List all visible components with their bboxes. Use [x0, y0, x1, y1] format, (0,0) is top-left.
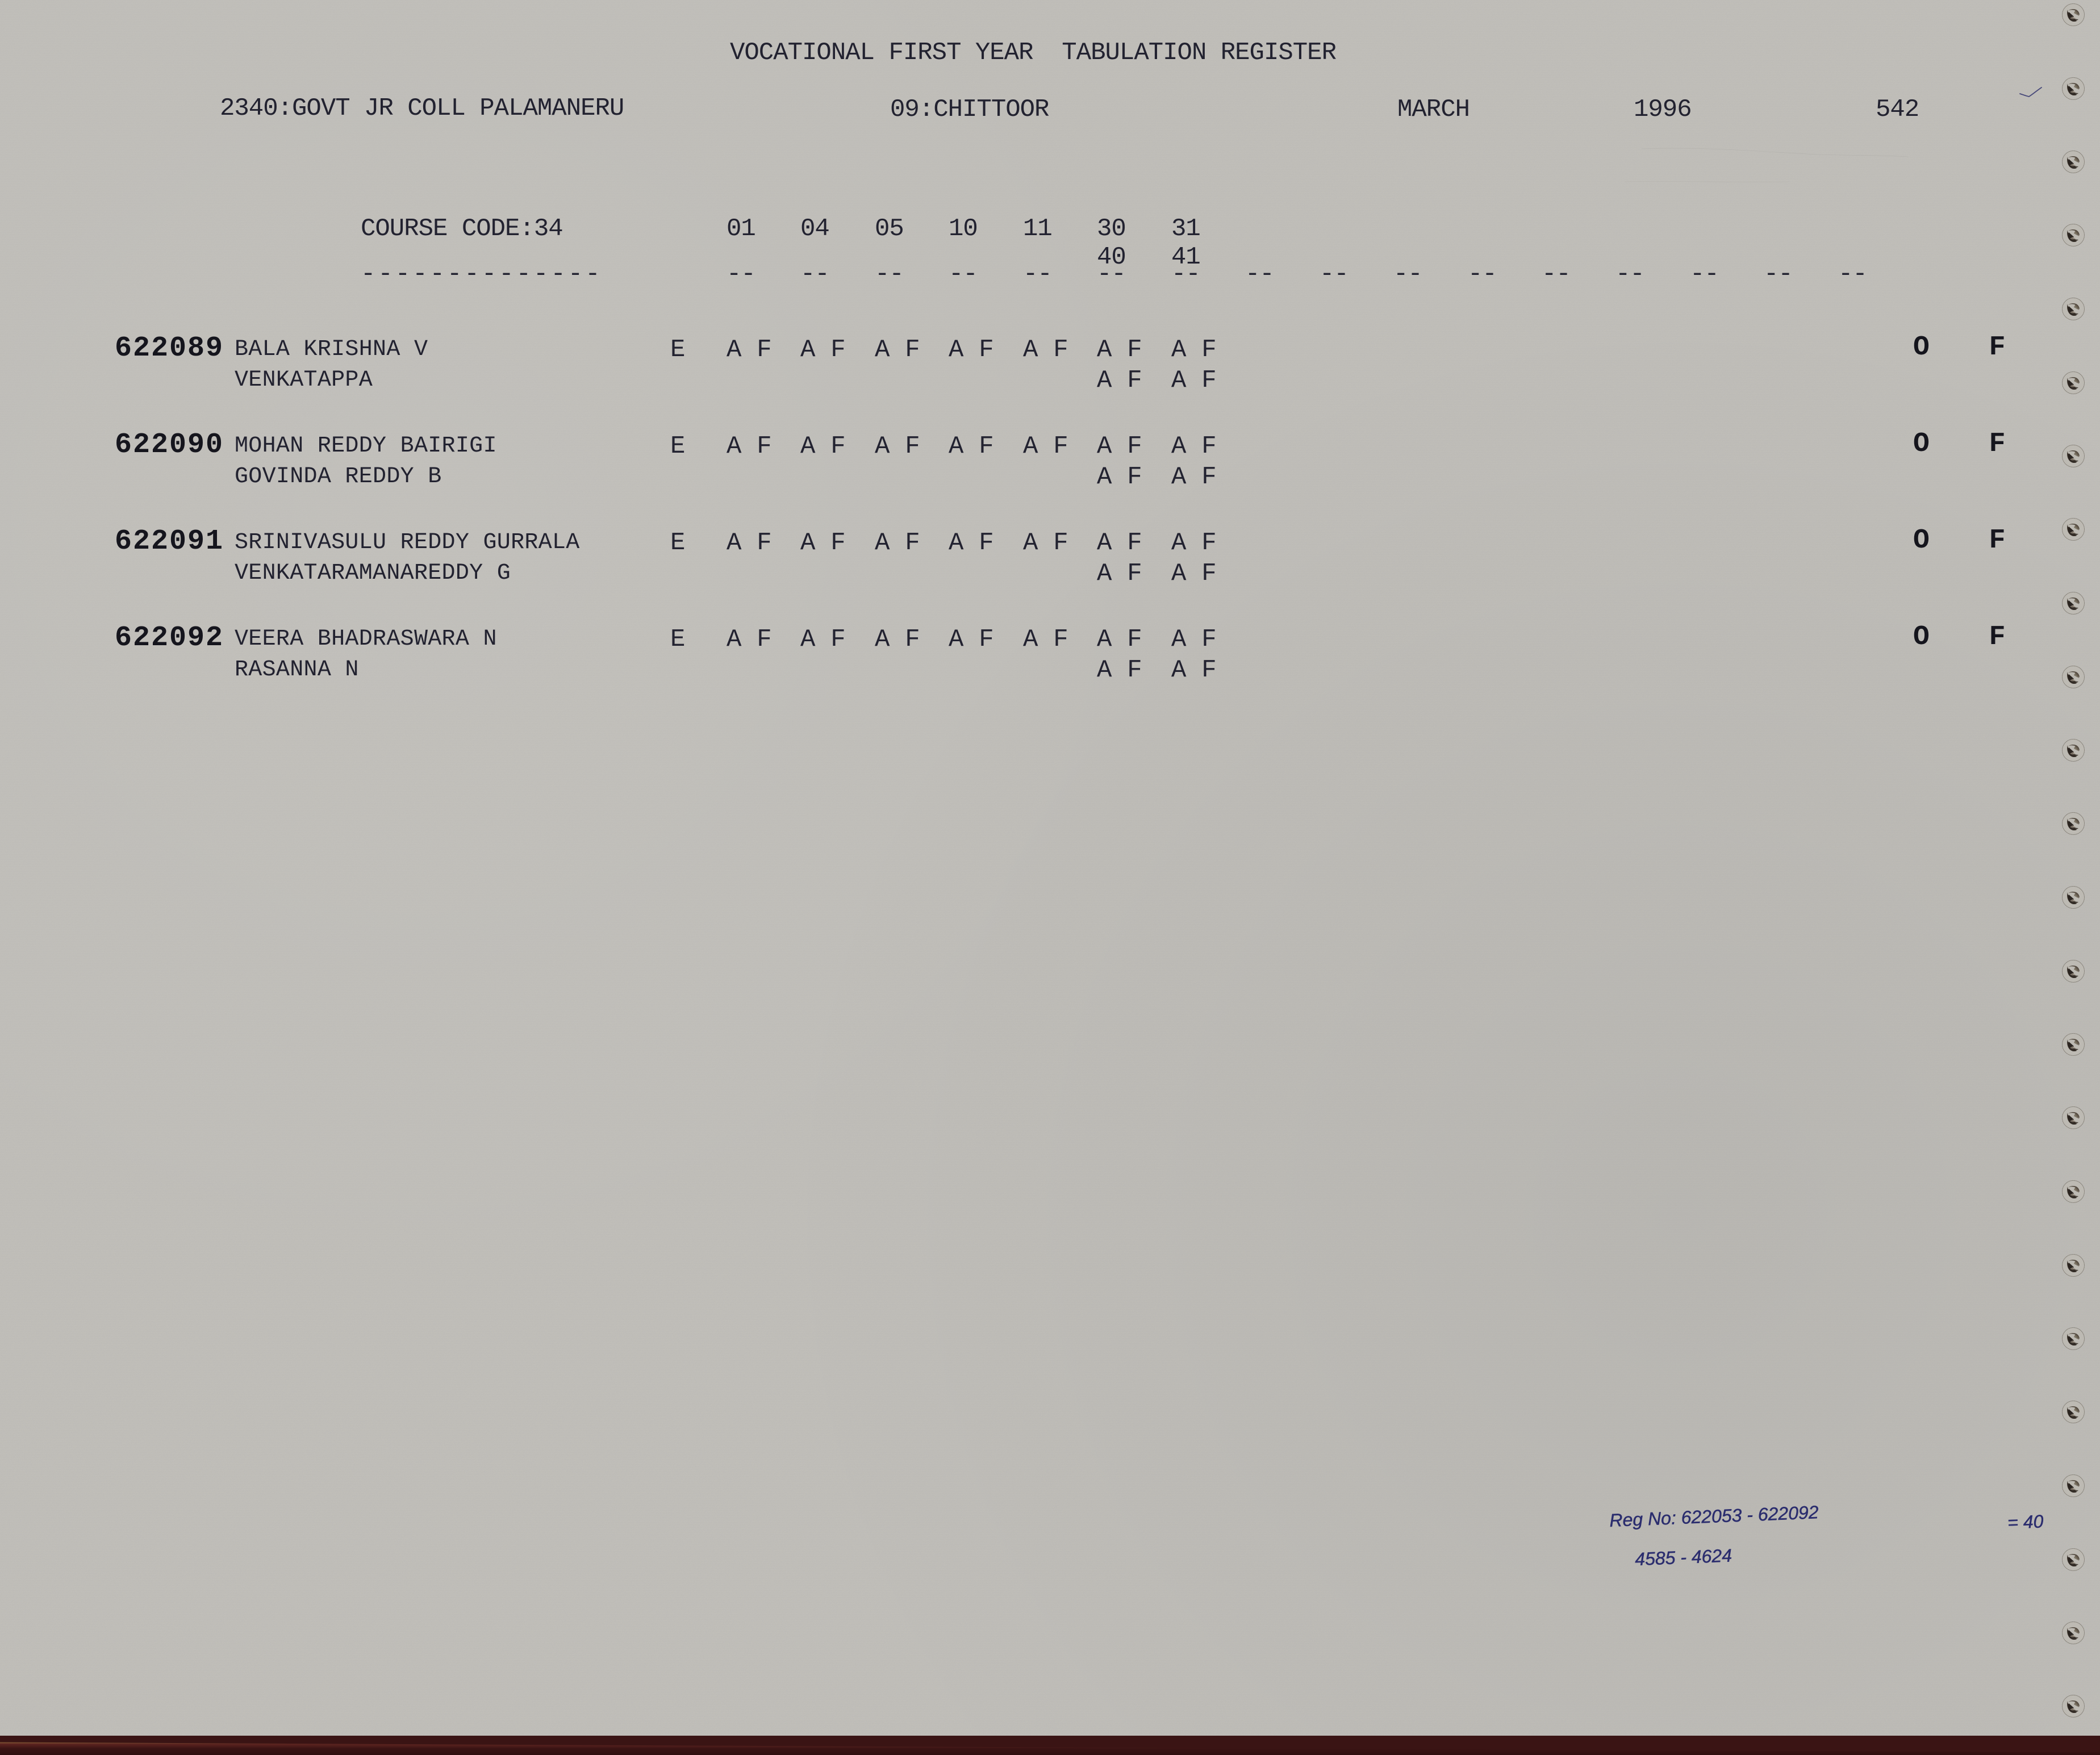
svg-text:= 40: = 40 — [2007, 1511, 2044, 1533]
svg-text:Reg No: 622053 - 622092: Reg No: 622053 - 622092 — [1609, 1502, 1819, 1531]
svg-text:4585 - 4624: 4585 - 4624 — [1635, 1545, 1732, 1569]
